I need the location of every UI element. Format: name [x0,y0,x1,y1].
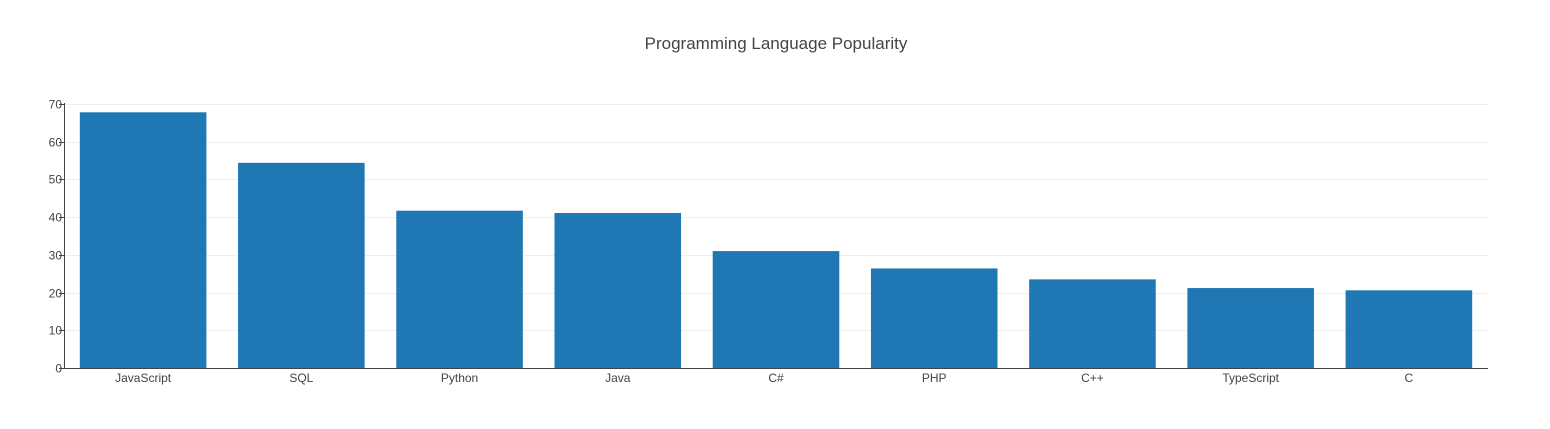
bar-typescript[interactable] [1187,288,1314,368]
x-tick-label: JavaScript [115,371,172,385]
bar-javascript[interactable] [79,112,207,368]
y-tick-label: 30 [49,249,63,263]
bar-c-[interactable] [1029,279,1156,368]
bars [79,112,1473,368]
chart-title: Programming Language Popularity [645,34,908,53]
x-tick-label: SQL [289,371,313,385]
bar-sql[interactable] [238,162,365,368]
bar-python[interactable] [396,210,523,368]
bar-c[interactable] [1345,290,1473,368]
x-tick-label: Java [605,371,631,385]
x-tick-label: Python [441,371,478,385]
y-tick-label: 20 [49,287,63,301]
y-tick-label: 40 [49,211,63,225]
y-tick-label: 50 [49,173,63,187]
x-tick-label: C++ [1081,371,1104,385]
y-tick-label: 10 [49,324,63,338]
x-tick-labels: JavaScript SQL Python Java C# PHP C++ TypeScrip… [115,371,1413,385]
y-tick-labels: 0 10 20 30 40 50 60 70 [49,98,63,376]
y-tick-label: 60 [49,136,63,150]
x-tick-label: C [1405,371,1414,385]
y-tick-label: 0 [55,362,62,376]
y-tick-label: 70 [49,98,63,112]
bar-java[interactable] [554,212,682,368]
x-tick-label: C# [768,371,784,385]
axes [59,103,1488,369]
bar-php[interactable] [870,268,998,368]
x-tick-label: PHP [922,371,947,385]
x-tick-label: TypeScript [1222,371,1279,385]
bar-c-[interactable] [712,251,840,368]
